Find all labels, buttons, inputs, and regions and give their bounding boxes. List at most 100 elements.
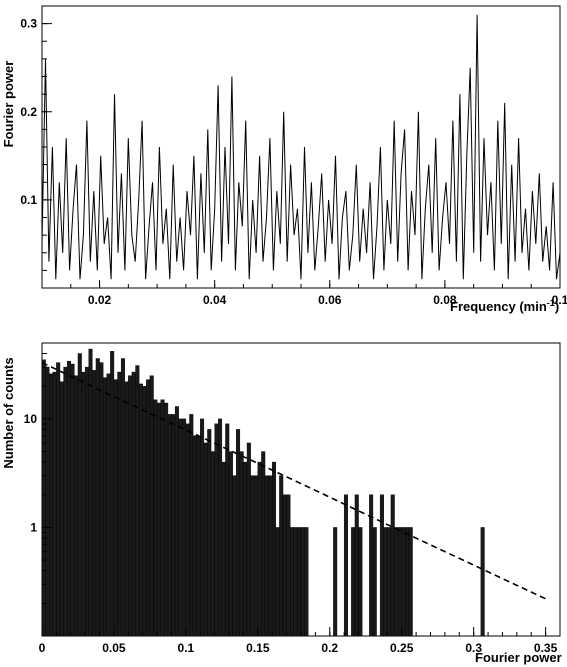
histogram-bar	[383, 527, 388, 637]
histogram-x-tick-label: 0.1	[178, 641, 195, 655]
histogram-bar	[221, 461, 226, 637]
periodogram-x-tick-label: 0.02	[88, 293, 112, 307]
histogram-bar	[354, 494, 359, 637]
periodogram-series	[41, 14, 561, 280]
histogram-bar	[192, 435, 197, 637]
histogram-bar	[59, 381, 64, 637]
histogram-bar	[254, 475, 259, 637]
histogram-bar	[210, 451, 215, 637]
histogram-bar	[282, 494, 287, 637]
histogram-bar	[131, 371, 136, 637]
histogram-bar	[156, 402, 161, 637]
histogram-bar	[48, 373, 53, 637]
histogram-y-tick-label: 1	[30, 520, 37, 534]
histogram-bar	[77, 353, 82, 637]
histogram-bar	[333, 527, 338, 637]
histogram-bar	[63, 366, 68, 637]
periodogram-y-tick-label: 0.1	[20, 193, 37, 207]
histogram-bar	[52, 371, 57, 637]
histogram-x-tick-label: 0.2	[321, 641, 338, 655]
histogram-bar	[138, 383, 143, 637]
histogram-x-tick-label: 0.25	[390, 641, 414, 655]
histogram-bars	[41, 348, 485, 637]
histogram-bar	[117, 371, 122, 637]
histogram-bar	[41, 359, 46, 637]
histogram-bar	[56, 362, 61, 637]
histogram-bar	[343, 494, 348, 637]
histogram-bar	[102, 377, 107, 637]
histogram-bar	[293, 527, 298, 637]
histogram-bar	[84, 366, 89, 637]
histogram-bar	[239, 451, 244, 637]
histogram-bar	[250, 475, 255, 637]
histogram-y-tick-label: 10	[24, 412, 38, 426]
histogram-bar	[95, 358, 100, 637]
histogram-bar	[480, 527, 485, 637]
periodogram-x-tick-label: 0.06	[318, 293, 342, 307]
histogram-bar	[120, 358, 125, 637]
histogram-bar	[225, 423, 230, 637]
histogram-bar	[297, 527, 302, 637]
periodogram-x-tick-label: 0.04	[203, 293, 227, 307]
histogram-bar	[88, 348, 93, 637]
histogram-fit-curve	[41, 361, 546, 600]
histogram-bar	[81, 371, 86, 637]
histogram-bar	[236, 429, 241, 637]
histogram-y-axis-title: Number of counts	[1, 357, 16, 468]
periodogram-y-tick-label: 0.2	[20, 105, 37, 119]
histogram-bar	[401, 527, 406, 637]
histogram-bar	[394, 527, 399, 637]
histogram-bar	[304, 527, 309, 637]
histogram-bar	[189, 414, 194, 637]
histogram-bar	[92, 370, 97, 637]
histogram-bar	[164, 402, 169, 637]
histogram-bar	[264, 475, 269, 637]
histogram-bar	[261, 451, 266, 637]
histogram-bar	[167, 414, 172, 637]
histogram-bar	[351, 527, 356, 637]
periodogram-x-axis-title: Frequency (min-1)	[450, 298, 559, 314]
histogram-bar	[390, 494, 395, 637]
histogram-bar	[174, 406, 179, 637]
histogram-bar	[110, 351, 115, 637]
histogram-bar	[228, 451, 233, 637]
histogram-bar	[272, 461, 277, 637]
histogram-x-tick-label: 0.3	[465, 641, 482, 655]
histogram-bar	[196, 435, 201, 637]
periodogram-x-axis-title-main: Frequency (min	[450, 299, 547, 314]
histogram-bar	[106, 373, 111, 637]
periodogram-chart: 0.02 0.04 0.06 0.08 0.1 0.1 0.2 0.3 Frequency …	[1, 5, 567, 314]
histogram-bar	[286, 494, 291, 637]
histogram-bar	[70, 363, 75, 637]
histogram-x-ticks: 0 0.05 0.1 0.15 0.2 0.25 0.3 0.35	[39, 627, 558, 655]
histogram-bar	[218, 418, 223, 637]
histogram-bar	[66, 360, 71, 637]
histogram-bar	[358, 527, 363, 637]
histogram-x-tick-label: 0	[39, 641, 46, 655]
histogram-bar	[160, 399, 165, 637]
histogram-bar	[178, 418, 183, 637]
histogram-bar	[171, 414, 176, 637]
histogram-bar	[182, 418, 187, 637]
histogram-bar	[203, 442, 208, 637]
histogram-bar	[279, 475, 284, 637]
periodogram-line	[41, 14, 561, 280]
histogram-x-tick-label: 0.15	[246, 641, 270, 655]
histogram-bar	[408, 527, 413, 637]
histogram-bar	[268, 475, 273, 637]
histogram-bar	[405, 527, 410, 637]
histogram-bar	[243, 461, 248, 637]
histogram-bar	[300, 527, 305, 637]
histogram-chart: 0 0.05 0.1 0.15 0.2 0.25 0.3 0.35 1 10 Fourier p…	[1, 342, 562, 665]
histogram-bar	[74, 375, 79, 637]
periodogram-x-axis-title-exponent: -1	[547, 298, 555, 308]
histogram-bar	[379, 494, 384, 637]
histogram-x-axis-title: Fourier power	[475, 650, 562, 665]
histogram-y-ticks: 1 10	[24, 342, 52, 604]
histogram-bar	[45, 366, 50, 637]
histogram-bar	[124, 381, 129, 637]
histogram-x-tick-label: 0.35	[534, 641, 558, 655]
histogram-bar	[275, 527, 280, 637]
periodogram-x-ticks: 0.02 0.04 0.06 0.08 0.1	[41, 280, 567, 307]
